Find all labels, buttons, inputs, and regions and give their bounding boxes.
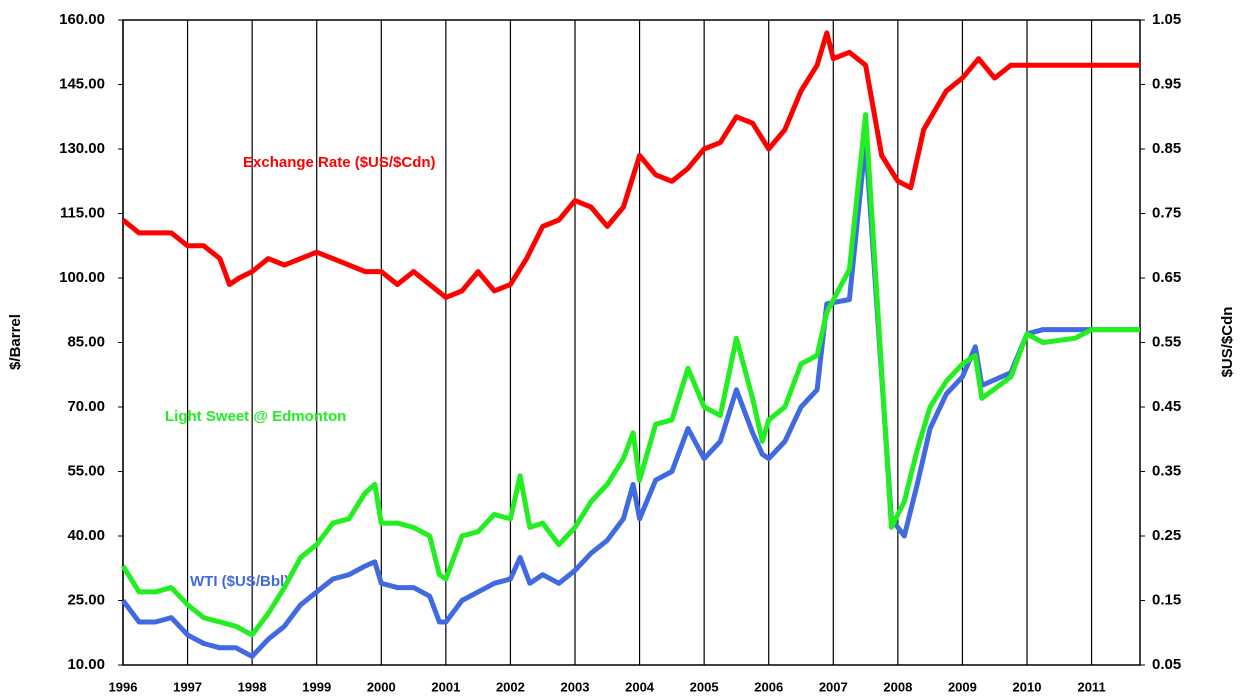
x-tick-label: 2007 — [819, 679, 848, 694]
y2-tick-label: 0.55 — [1152, 333, 1181, 350]
series-line — [120, 137, 1140, 659]
y2-tick-label: 0.85 — [1152, 140, 1181, 157]
x-tick-label: 2008 — [883, 679, 912, 694]
x-tick-label: 1999 — [302, 679, 331, 694]
x-tick-label: 1998 — [238, 679, 267, 694]
y2-tick-label: 0.05 — [1152, 656, 1181, 673]
y-tick-label: 70.00 — [67, 398, 105, 415]
x-tick-label: 2005 — [690, 679, 719, 694]
y-tick-label: 115.00 — [60, 204, 105, 221]
y-tick-label: 85.00 — [67, 333, 105, 350]
x-tick-label: 1996 — [109, 679, 138, 694]
y-tick-label: 100.00 — [59, 269, 105, 286]
plot-frame — [122, 19, 1141, 666]
series-line — [121, 30, 1140, 300]
y2-axis-label: $US/$Cdn — [1219, 307, 1236, 378]
y2-tick-label: 1.05 — [1152, 11, 1181, 28]
x-tick-label: 2000 — [367, 679, 396, 694]
y2-tick-label: 0.15 — [1152, 591, 1181, 608]
y2-tick-label: 0.25 — [1152, 527, 1181, 544]
x-tick-label: 2009 — [948, 679, 977, 694]
x-tick-label: 2002 — [496, 679, 525, 694]
series-label: WTI ($US/Bbl) — [190, 573, 289, 590]
series-label: Light Sweet @ Edmonton — [165, 408, 346, 425]
y-tick-label: 10.00 — [67, 656, 105, 673]
y-tick-label: 145.00 — [59, 75, 105, 92]
y2-tick-label: 0.35 — [1152, 462, 1181, 479]
x-tick-label: 2003 — [561, 679, 590, 694]
x-tick-label: 1997 — [173, 679, 202, 694]
x-tick-label: 2010 — [1013, 679, 1042, 694]
y2-tick-label: 0.95 — [1152, 75, 1181, 92]
y2-tick-label: 0.65 — [1152, 269, 1181, 286]
y-tick-label: 25.00 — [67, 591, 105, 608]
y-tick-label: 40.00 — [67, 527, 105, 544]
y2-tick-label: 0.45 — [1152, 398, 1181, 415]
y2-tick-label: 0.75 — [1152, 204, 1181, 221]
x-tick-label: 2011 — [1077, 679, 1105, 694]
y-tick-label: 55.00 — [67, 462, 105, 479]
y-axis-label: $/Barrel — [7, 314, 24, 370]
x-tick-label: 2006 — [754, 679, 783, 694]
x-tick-label: 2001 — [431, 679, 460, 694]
x-tick-label: 2004 — [625, 679, 655, 694]
y-tick-label: 130.00 — [59, 140, 105, 157]
y-tick-label: 160.00 — [59, 11, 105, 28]
series-label: Exchange Rate ($US/$Cdn) — [243, 154, 436, 171]
series-line — [120, 112, 1140, 638]
